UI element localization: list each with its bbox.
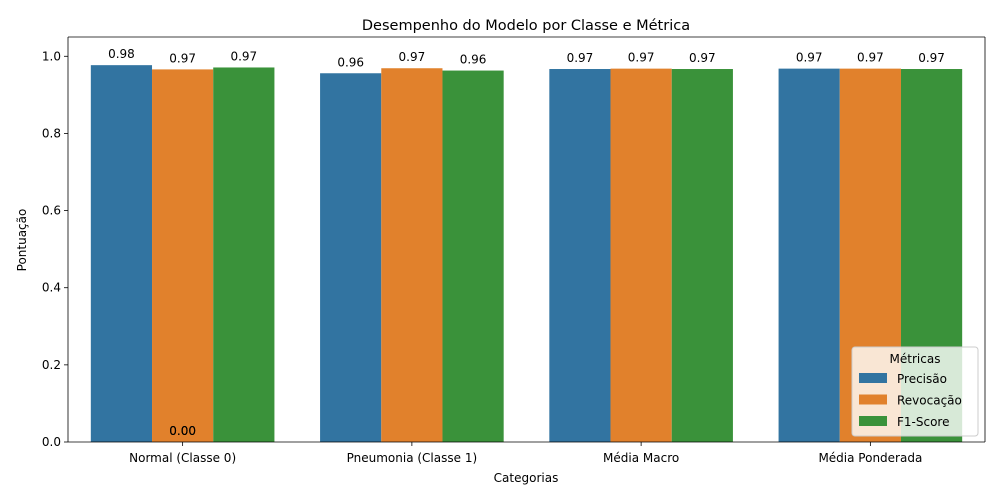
y-tick-label: 0.8 [42,126,61,140]
x-tick-label: Normal (Classe 0) [129,451,236,465]
x-ticks-group: Normal (Classe 0) Pneumonia (Classe 1) Méd… [129,442,922,465]
data-label: 0.97 [857,51,884,65]
data-label: 0.96 [460,53,487,67]
bars-group [90,65,963,443]
bar-1-1 [90,65,153,443]
zero-annotation: 0.00 [169,424,196,438]
x-tick-label: Média Macro [603,451,679,465]
y-tick-label: 0.4 [42,281,61,295]
zero-annotation: 0.00 [169,424,196,438]
bar-1-3 [549,69,611,442]
data-label: 0.97 [567,51,594,65]
legend-entry: Revocação [897,394,962,408]
legend-box [851,346,979,437]
x-axis-title: Categorias [494,471,559,485]
data-label: 0.98 [108,47,135,61]
data-label: 0.97 [399,50,426,64]
legend-title: Métricas [890,352,941,366]
chart-title: Desempenho do Modelo por Classe e Métric… [362,18,690,34]
bar-2-3 [610,68,672,442]
bar-2-2 [381,68,443,442]
bar-3-2 [442,70,504,443]
y-tick-label: 0.2 [42,358,61,372]
legend-swatch [859,373,887,383]
y-tick-label: 0.0 [42,435,61,449]
x-tick-label: Pneumonia (Classe 1) [347,451,478,465]
axes-group [67,36,986,443]
y-tick-label: 1.0 [42,49,61,63]
bar-1-2 [320,73,382,442]
data-label: 0.97 [628,51,655,65]
bar-1-4 [778,68,840,442]
data-label: 0.97 [230,49,257,63]
bar-3-3 [671,69,733,442]
data-labels-group: 0.98 0.97 0.97 0.96 0.97 0.96 0.97 0.97 0.97 0.97… [108,47,945,438]
legend-entry: F1-Score [897,415,949,429]
x-tick-label: Média Ponderada [818,451,922,465]
y-axis-title: Pontuação [15,209,29,272]
y-tick-label: 0.6 [42,204,61,218]
data-label: 0.97 [918,51,945,65]
legend-swatch [859,416,887,426]
data-label: 0.97 [689,51,716,65]
y-ticks-group: 0.0 0.2 0.4 0.6 0.8 1.0 [42,49,68,449]
data-label: 0.97 [796,51,823,65]
data-label: 0.97 [169,51,196,65]
data-label: 0.96 [337,55,364,69]
bar-2-1 [152,69,214,443]
legend: Métricas Precisão Revocação F1-Score [851,346,979,437]
bar-3-1 [213,67,275,442]
legend-swatch [859,394,887,405]
legend-entry: Precisão [897,372,947,386]
